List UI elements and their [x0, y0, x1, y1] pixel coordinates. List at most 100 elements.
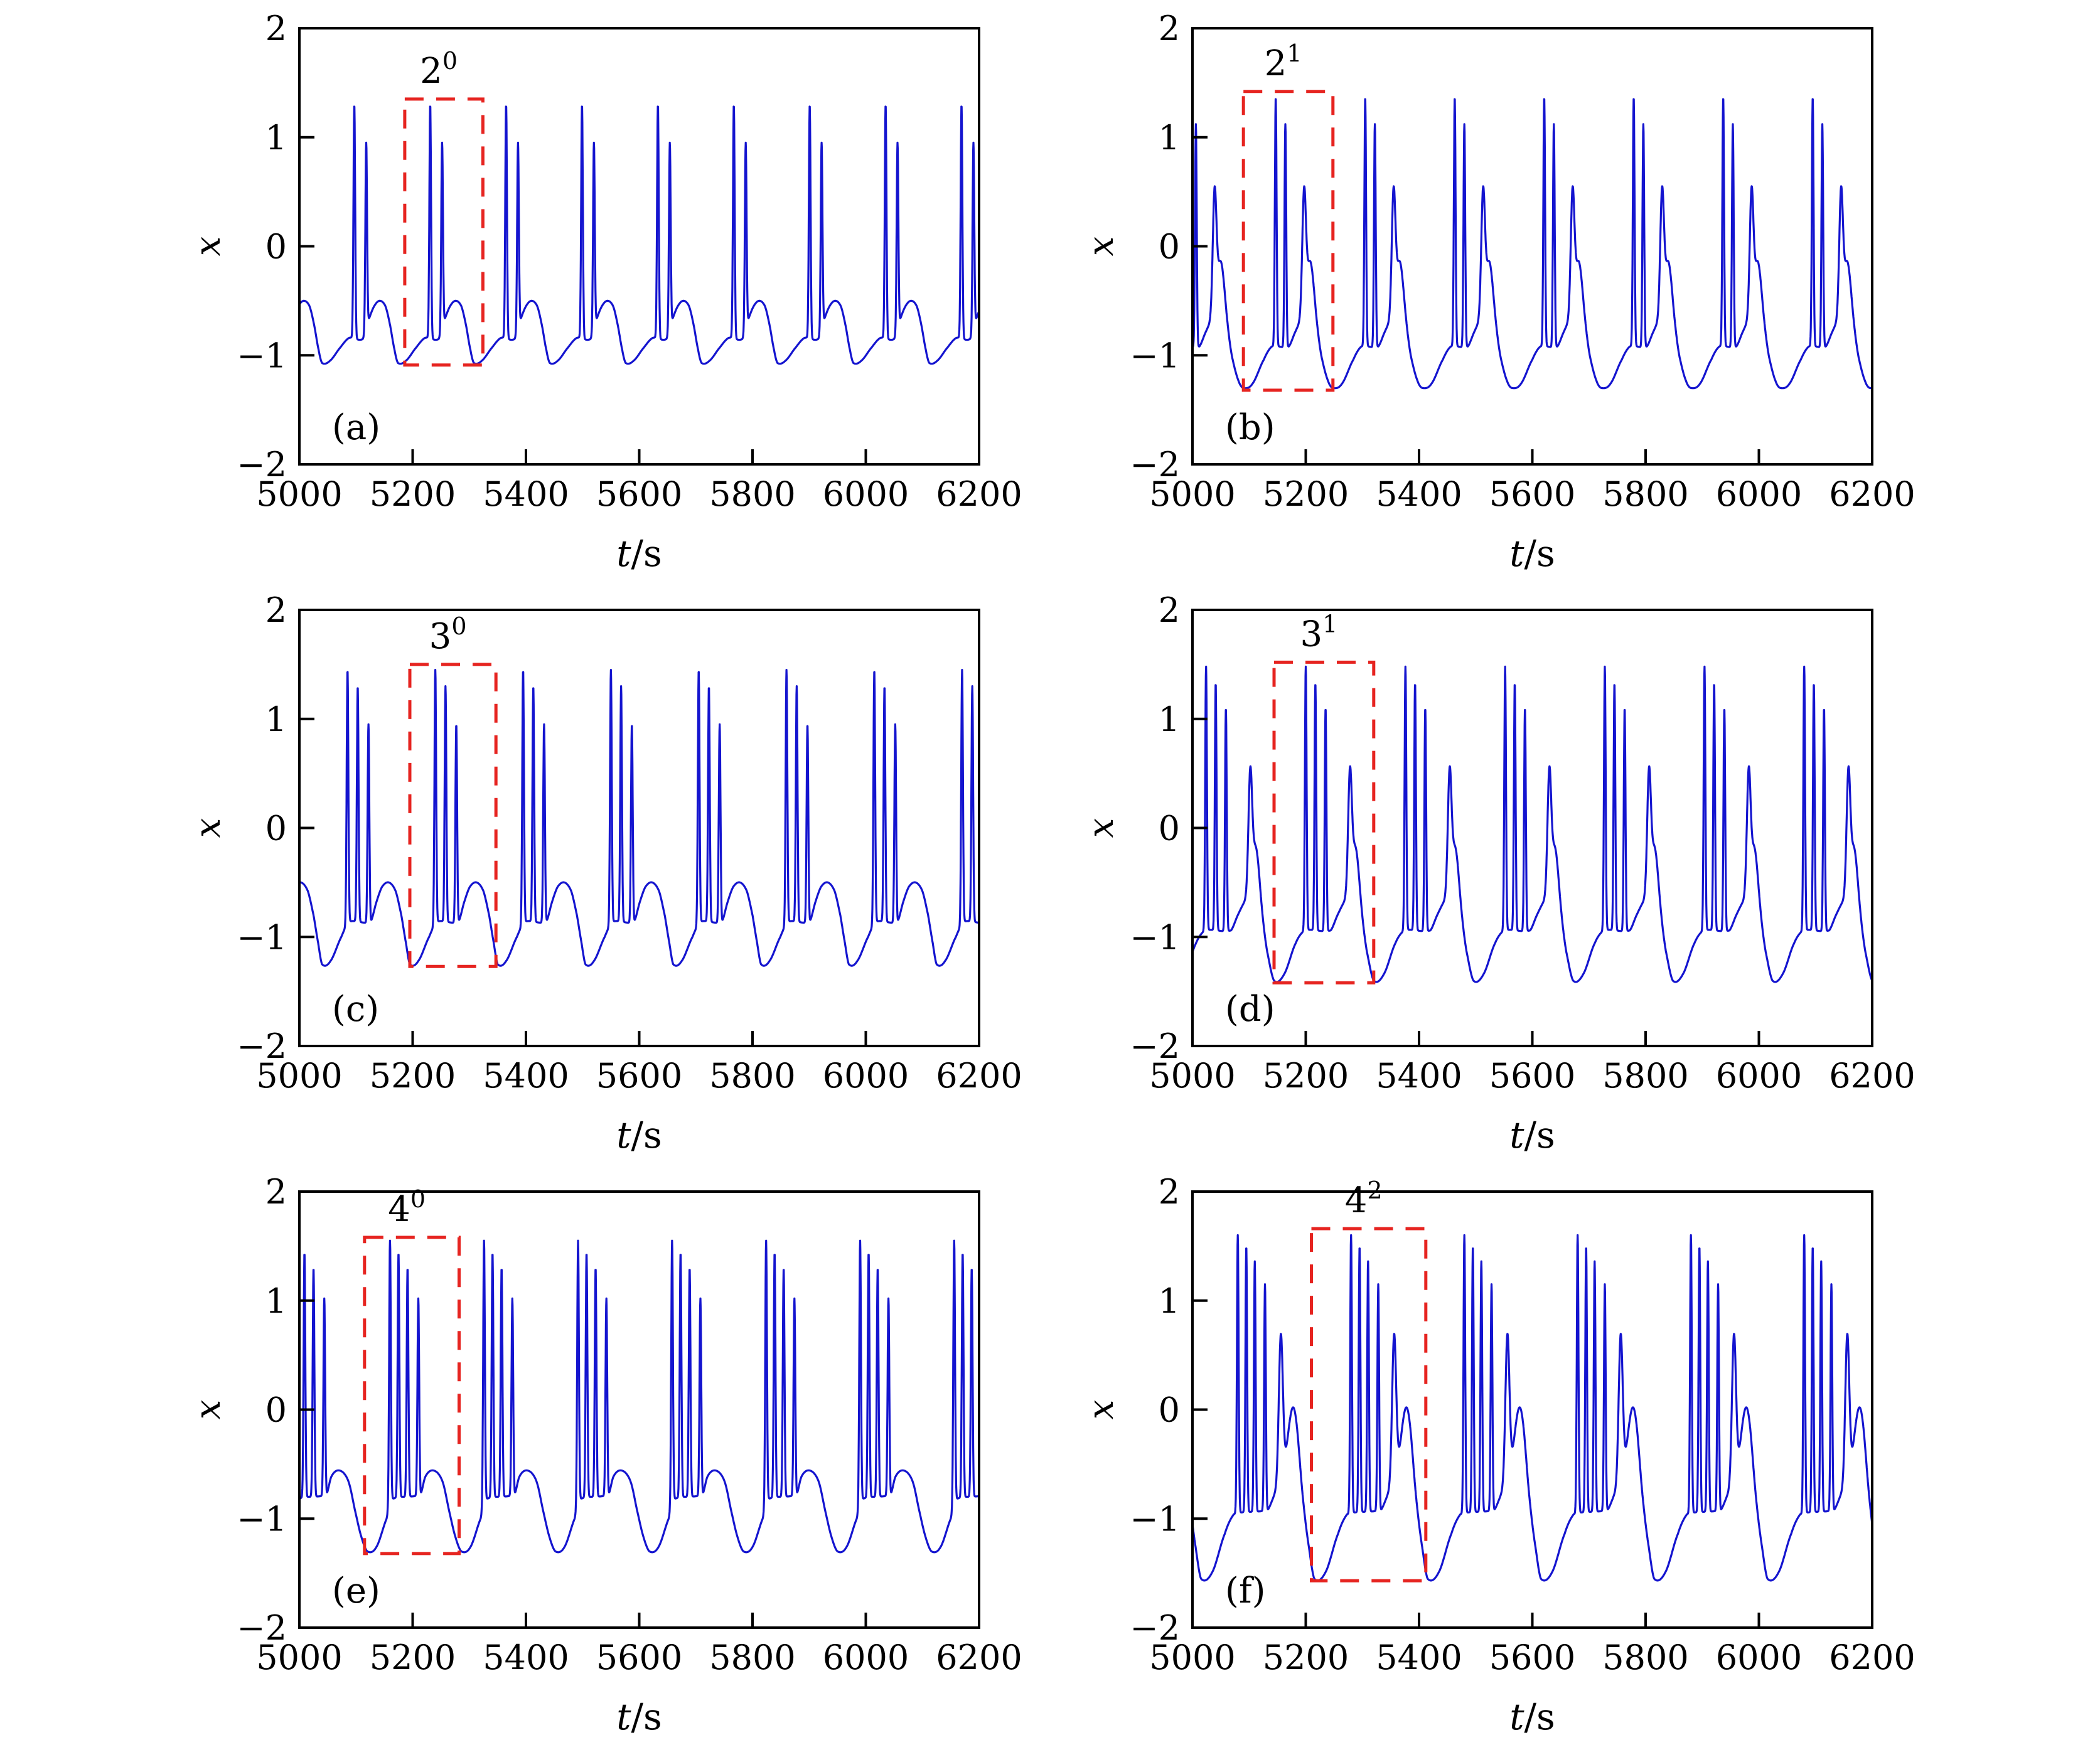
x-axis-label: t/s	[1509, 1114, 1555, 1156]
time-series-trace	[1191, 1234, 1873, 1582]
panel-a: 20 5000 5200 5400 5600 5800 6000 6200 −2 −1 0 1 2 t/s…	[188, 9, 1022, 575]
panel-letter: (a)	[332, 407, 380, 448]
y-tick-label: 2	[1159, 1172, 1180, 1212]
y-tick-label: −2	[1130, 1608, 1180, 1648]
x-tick-label: 5000	[1149, 474, 1235, 514]
x-tick-label: 5800	[1602, 1638, 1688, 1677]
x-tick-label: 6200	[1829, 1056, 1915, 1096]
y-tick-label: 2	[265, 9, 287, 48]
x-tick-label: 6000	[1716, 474, 1802, 514]
panel-letter: (c)	[332, 989, 379, 1030]
y-tick-label: 0	[265, 809, 287, 848]
y-tick-label: −2	[237, 1027, 287, 1066]
time-series-trace	[298, 105, 980, 365]
y-tick-label: 2	[1159, 9, 1180, 48]
x-tick-label: 5600	[596, 1056, 682, 1096]
period-annotation-box	[1272, 660, 1376, 985]
x-tick-label: 5200	[1263, 474, 1349, 514]
time-series-trace	[1191, 98, 1873, 390]
x-tick-label: 6000	[1716, 1638, 1802, 1677]
x-tick-label: 5800	[1602, 1056, 1688, 1096]
x-tick-label: 6000	[823, 1638, 909, 1677]
y-tick-label: 1	[265, 700, 287, 739]
x-tick-label: 5600	[1489, 1056, 1575, 1096]
x-tick-label: 5600	[596, 1638, 682, 1677]
x-axis-label: t/s	[1509, 1695, 1555, 1738]
y-tick-label: 0	[1159, 809, 1180, 848]
y-tick-label: 1	[265, 118, 287, 157]
panel-f: 42 5000 5200 5400 5600 5800 6000 6200 −2 −1 0 1 2 t/s…	[1081, 1172, 1915, 1738]
panel-letter: (f)	[1225, 1571, 1265, 1611]
period-annotation-box	[408, 663, 498, 968]
y-tick-label: 1	[1159, 700, 1180, 739]
x-tick-label: 5000	[256, 1056, 342, 1096]
period-annotation-box	[1241, 90, 1335, 392]
annotation-label: 30	[429, 612, 467, 657]
x-tick-label: 5400	[483, 1056, 569, 1096]
y-tick-label: −2	[237, 445, 287, 484]
x-tick-label: 5200	[370, 1638, 456, 1677]
y-axis-label: x	[1081, 237, 1122, 257]
x-tick-label: 5000	[1149, 1056, 1235, 1096]
y-tick-label: 1	[1159, 1281, 1180, 1321]
y-tick-label: −2	[1130, 1027, 1180, 1066]
y-tick-label: 0	[265, 1390, 287, 1430]
time-series-trace	[1191, 665, 1873, 983]
x-tick-label: 6200	[936, 1056, 1022, 1096]
y-tick-label: −1	[237, 1499, 287, 1539]
y-axis-label: x	[1081, 818, 1122, 838]
annotation-label: 40	[388, 1185, 426, 1230]
y-tick-label: 1	[1159, 118, 1180, 157]
x-tick-label: 5400	[1376, 1056, 1462, 1096]
x-tick-label: 5400	[1376, 474, 1462, 514]
y-tick-label: −1	[1130, 917, 1180, 957]
x-tick-label: 5400	[483, 1638, 569, 1677]
y-tick-label: 2	[1159, 590, 1180, 630]
panel-b: 21 5000 5200 5400 5600 5800 6000 6200 −2 −1 0 1 2 t/s…	[1081, 9, 1915, 575]
x-tick-label: 5400	[1376, 1638, 1462, 1677]
y-tick-label: −2	[237, 1608, 287, 1648]
x-tick-label: 6000	[823, 1056, 909, 1096]
y-tick-label: 1	[265, 1281, 287, 1321]
panel-letter: (e)	[332, 1571, 380, 1611]
panel-e: 40 5000 5200 5400 5600 5800 6000 6200 −2 −1 0 1 2 t/s…	[188, 1172, 1022, 1738]
panel-d: 31 5000 5200 5400 5600 5800 6000 6200 −2 −1 0 1 2 t/s…	[1081, 590, 1915, 1156]
x-tick-label: 6200	[1829, 1638, 1915, 1677]
y-tick-label: −1	[1130, 336, 1180, 375]
x-tick-label: 6200	[936, 1638, 1022, 1677]
period-annotation-box	[1310, 1227, 1428, 1582]
y-tick-label: −1	[1130, 1499, 1180, 1539]
x-tick-label: 6000	[1716, 1056, 1802, 1096]
x-tick-label: 5000	[256, 1638, 342, 1677]
y-axis-label: x	[1081, 1400, 1122, 1420]
x-tick-label: 5800	[1602, 474, 1688, 514]
x-tick-label: 5600	[1489, 1638, 1575, 1677]
panel-letter: (b)	[1225, 407, 1275, 448]
x-tick-label: 6200	[936, 474, 1022, 514]
annotation-label: 21	[1265, 40, 1302, 84]
y-tick-label: 0	[265, 227, 287, 267]
x-tick-label: 5200	[1263, 1056, 1349, 1096]
time-series-trace	[298, 1239, 980, 1554]
plot-frame	[1191, 27, 1873, 466]
x-axis-label: t/s	[616, 532, 662, 575]
panel-c: 30 5000 5200 5400 5600 5800 6000 6200 −2 −1 0 1 2 t/s…	[188, 590, 1022, 1156]
y-tick-label: −1	[237, 917, 287, 957]
panel-letter: (d)	[1225, 989, 1275, 1030]
x-tick-label: 5600	[1489, 474, 1575, 514]
period-annotation-box	[363, 1235, 461, 1556]
y-tick-label: 2	[265, 1172, 287, 1212]
annotation-label: 20	[420, 47, 458, 92]
x-tick-label: 5200	[370, 474, 456, 514]
y-axis-label: x	[188, 818, 228, 838]
period-annotation-box	[403, 97, 485, 367]
x-axis-label: t/s	[616, 1114, 662, 1156]
y-axis-label: x	[188, 1400, 228, 1420]
plot-frame	[298, 27, 980, 466]
y-tick-label: 0	[1159, 227, 1180, 267]
x-axis-label: t/s	[1509, 532, 1555, 575]
x-tick-label: 5800	[709, 474, 795, 514]
x-tick-label: 5200	[1263, 1638, 1349, 1677]
annotation-label: 31	[1300, 610, 1337, 654]
